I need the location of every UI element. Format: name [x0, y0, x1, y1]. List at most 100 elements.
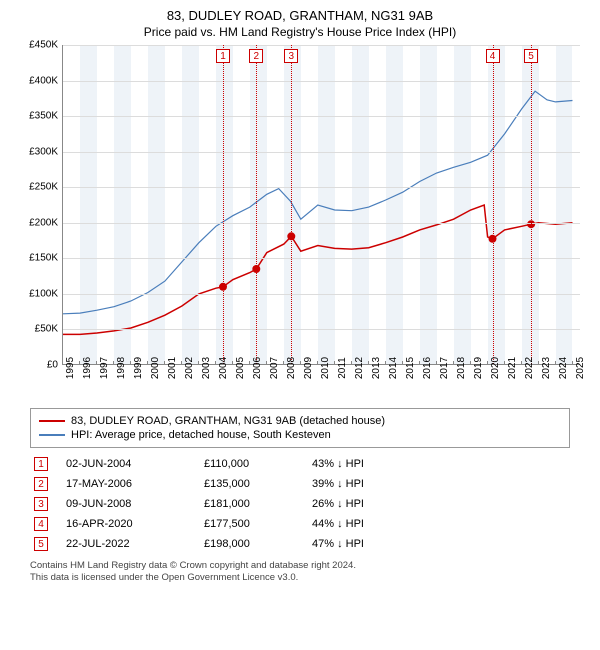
- sale-row-pct: 43% ↓ HPI: [312, 458, 422, 470]
- sale-row: 522-JUL-2022£198,00047% ↓ HPI: [30, 534, 570, 554]
- gridline-h: [63, 116, 580, 117]
- x-tick-mark: [487, 361, 488, 365]
- x-tick-label: 2015: [405, 357, 416, 379]
- x-tick-label: 2022: [524, 357, 535, 379]
- sale-row-pct: 39% ↓ HPI: [312, 478, 422, 490]
- title-sub: Price paid vs. HM Land Registry's House …: [10, 25, 590, 39]
- gridline-h: [63, 294, 580, 295]
- x-tick-mark: [317, 361, 318, 365]
- sale-row-date: 22-JUL-2022: [66, 538, 186, 550]
- x-tick-label: 2011: [337, 357, 348, 379]
- footer-line2: This data is licensed under the Open Gov…: [30, 572, 570, 584]
- x-tick-label: 2006: [252, 357, 263, 379]
- sale-row: 309-JUN-2008£181,00026% ↓ HPI: [30, 494, 570, 514]
- chart-area: £0£50K£100K£150K£200K£250K£300K£350K£400…: [20, 45, 580, 400]
- sale-marker-line: [256, 45, 257, 364]
- sale-row-date: 17-MAY-2006: [66, 478, 186, 490]
- x-tick-label: 2009: [303, 357, 314, 379]
- chart-svg: [63, 45, 581, 365]
- x-tick-mark: [402, 361, 403, 365]
- x-tick-label: 2020: [490, 357, 501, 379]
- x-tick-mark: [504, 361, 505, 365]
- x-tick-mark: [351, 361, 352, 365]
- x-tick-label: 2003: [201, 357, 212, 379]
- series-line: [63, 91, 573, 314]
- x-tick-label: 2023: [541, 357, 552, 379]
- y-axis: £0£50K£100K£150K£200K£250K£300K£350K£400…: [20, 45, 62, 365]
- x-tick-mark: [147, 361, 148, 365]
- sale-row-num: 5: [34, 537, 48, 551]
- sale-marker-box: 5: [524, 49, 538, 63]
- x-tick-mark: [215, 361, 216, 365]
- x-tick-mark: [113, 361, 114, 365]
- sale-marker-box: 2: [249, 49, 263, 63]
- sale-row: 416-APR-2020£177,50044% ↓ HPI: [30, 514, 570, 534]
- x-tick-label: 2024: [558, 357, 569, 379]
- x-tick-mark: [572, 361, 573, 365]
- sale-marker-line: [223, 45, 224, 364]
- y-tick-label: £300K: [29, 146, 58, 157]
- sale-row-num: 1: [34, 457, 48, 471]
- sale-row-num: 3: [34, 497, 48, 511]
- chart-container: 83, DUDLEY ROAD, GRANTHAM, NG31 9AB Pric…: [0, 0, 600, 650]
- x-tick-label: 2000: [150, 357, 161, 379]
- y-tick-label: £450K: [29, 40, 58, 51]
- x-tick-label: 1998: [116, 357, 127, 379]
- gridline-h: [63, 258, 580, 259]
- x-tick-mark: [555, 361, 556, 365]
- x-tick-label: 2013: [371, 357, 382, 379]
- x-tick-mark: [300, 361, 301, 365]
- sale-row-date: 02-JUN-2004: [66, 458, 186, 470]
- legend-label-hpi: HPI: Average price, detached house, Sout…: [71, 429, 331, 441]
- x-tick-mark: [266, 361, 267, 365]
- y-tick-label: £50K: [35, 324, 58, 335]
- y-tick-label: £350K: [29, 111, 58, 122]
- x-tick-mark: [232, 361, 233, 365]
- y-tick-label: £150K: [29, 253, 58, 264]
- x-tick-label: 2012: [354, 357, 365, 379]
- sale-marker-line: [531, 45, 532, 364]
- x-tick-label: 1999: [133, 357, 144, 379]
- x-tick-label: 2010: [320, 357, 331, 379]
- x-axis: 1995199619971998199920002001200220032004…: [62, 365, 580, 400]
- x-tick-label: 1996: [82, 357, 93, 379]
- sale-marker-box: 4: [486, 49, 500, 63]
- sale-row-pct: 44% ↓ HPI: [312, 518, 422, 530]
- x-tick-mark: [419, 361, 420, 365]
- x-tick-mark: [249, 361, 250, 365]
- sale-marker-box: 3: [284, 49, 298, 63]
- x-tick-mark: [453, 361, 454, 365]
- legend-label-property: 83, DUDLEY ROAD, GRANTHAM, NG31 9AB (det…: [71, 415, 385, 427]
- x-tick-mark: [96, 361, 97, 365]
- x-tick-label: 2005: [235, 357, 246, 379]
- sale-row-pct: 47% ↓ HPI: [312, 538, 422, 550]
- sale-row-price: £135,000: [204, 478, 294, 490]
- x-tick-label: 2014: [388, 357, 399, 379]
- x-tick-mark: [164, 361, 165, 365]
- x-tick-label: 2002: [184, 357, 195, 379]
- gridline-h: [63, 187, 580, 188]
- title-main: 83, DUDLEY ROAD, GRANTHAM, NG31 9AB: [10, 8, 590, 23]
- x-tick-mark: [436, 361, 437, 365]
- x-tick-label: 2019: [473, 357, 484, 379]
- x-tick-label: 2008: [286, 357, 297, 379]
- y-tick-label: £400K: [29, 75, 58, 86]
- x-tick-label: 1997: [99, 357, 110, 379]
- sale-marker-box: 1: [216, 49, 230, 63]
- x-tick-label: 1995: [65, 357, 76, 379]
- series-line: [63, 205, 573, 334]
- x-tick-label: 2025: [575, 357, 586, 379]
- sale-row-num: 4: [34, 517, 48, 531]
- y-tick-label: £250K: [29, 182, 58, 193]
- x-tick-mark: [62, 361, 63, 365]
- title-block: 83, DUDLEY ROAD, GRANTHAM, NG31 9AB Pric…: [10, 8, 590, 39]
- gridline-h: [63, 81, 580, 82]
- y-tick-label: £200K: [29, 217, 58, 228]
- sale-row-price: £181,000: [204, 498, 294, 510]
- gridline-h: [63, 223, 580, 224]
- x-tick-label: 2018: [456, 357, 467, 379]
- plot-area: 1 2 3 4 5: [62, 45, 580, 365]
- legend-swatch-property: [39, 420, 65, 422]
- sale-row-date: 16-APR-2020: [66, 518, 186, 530]
- sale-row-pct: 26% ↓ HPI: [312, 498, 422, 510]
